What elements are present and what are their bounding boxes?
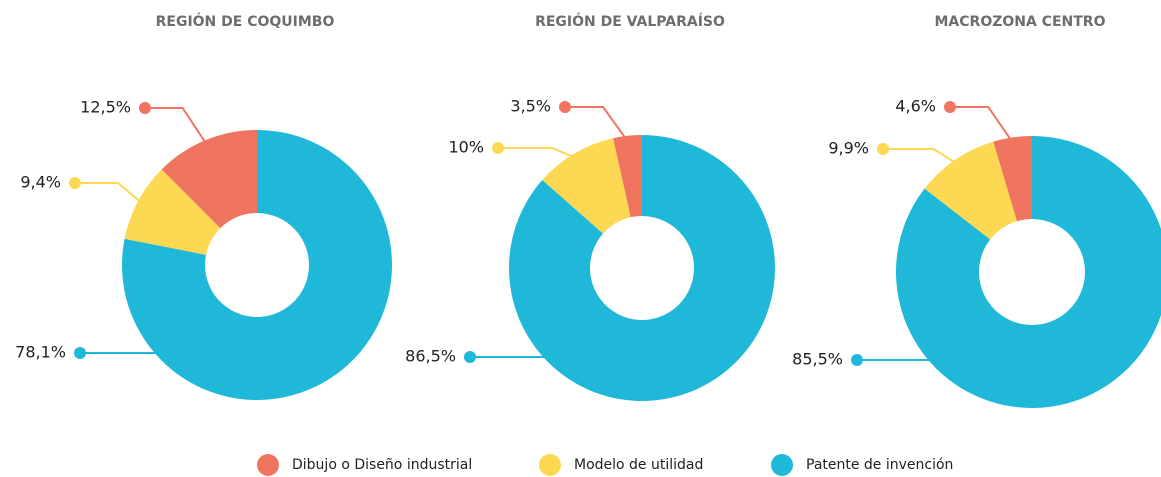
label-dot [464, 351, 476, 363]
legend-swatch [257, 454, 279, 476]
legend-label: Dibujo o Diseño industrial [292, 457, 472, 473]
donut-slice [508, 135, 775, 401]
value-label: 9,9% [828, 139, 869, 158]
leader-line [857, 359, 1090, 390]
chart-title: MACROZONA CENTRO [935, 14, 1106, 30]
label-dot [69, 177, 81, 189]
leader-line [883, 148, 960, 166]
donut-slice [161, 130, 257, 229]
value-label: 10% [448, 138, 484, 157]
donut-slice [122, 130, 392, 400]
chart-title: REGIÓN DE COQUIMBO [156, 12, 335, 30]
chart-title: REGIÓN DE VALPARAÍSO [535, 12, 725, 30]
donut-slice [612, 135, 642, 218]
value-label: 85,5% [792, 350, 843, 369]
value-label: 86,5% [405, 347, 456, 366]
leader-line [565, 106, 629, 143]
leader-line [950, 106, 1015, 144]
value-label: 9,4% [20, 173, 61, 192]
donut-slice [124, 169, 221, 255]
leader-line [75, 182, 144, 206]
legend-swatch [539, 454, 561, 476]
legend-label: Patente de invención [806, 457, 953, 473]
leader-line [498, 147, 578, 160]
value-label: 4,6% [895, 97, 936, 116]
label-dot [877, 143, 889, 155]
value-label: 3,5% [510, 97, 551, 116]
donut-slice [924, 141, 1017, 240]
legend-label: Modelo de utilidad [574, 457, 703, 473]
label-dot [944, 101, 956, 113]
leader-line [145, 107, 209, 147]
label-dot [851, 354, 863, 366]
leader-line [80, 352, 340, 366]
label-dot [492, 142, 504, 154]
legend-swatch [771, 454, 793, 476]
leader-line [470, 356, 695, 385]
donut-slice [993, 136, 1032, 222]
value-label: 78,1% [15, 343, 66, 362]
donut-slice [896, 136, 1161, 408]
value-label: 12,5% [80, 98, 131, 117]
label-dot [74, 347, 86, 359]
label-dot [139, 102, 151, 114]
label-dot [559, 101, 571, 113]
donut-slice [542, 138, 631, 234]
